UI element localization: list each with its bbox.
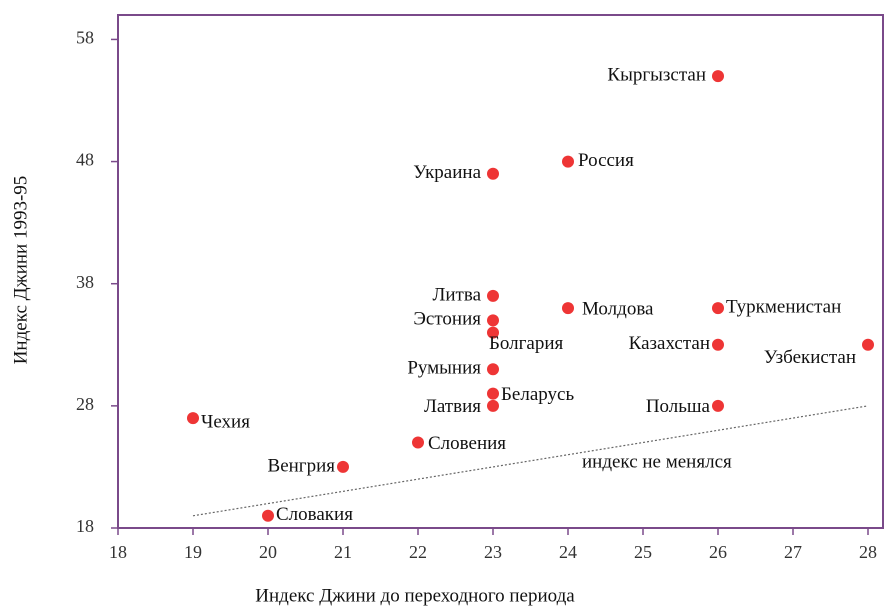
point — [487, 289, 499, 302]
point-label: Кыргызстан — [607, 64, 706, 85]
point-label: Литва — [432, 284, 481, 305]
point — [487, 387, 499, 400]
x-tick-label: 19 — [184, 542, 202, 562]
x-tick-label: 25 — [634, 542, 652, 562]
point — [187, 412, 199, 425]
x-tick-label: 24 — [559, 542, 577, 562]
y-axis-label: Индекс Джини 1993-95 — [10, 176, 31, 365]
point-label: Румыния — [407, 358, 481, 379]
point-label: Эстония — [413, 309, 481, 330]
reference-line — [192, 405, 869, 517]
y-tick-label: 58 — [76, 28, 94, 48]
plot-frame — [117, 14, 884, 529]
point-label: Россия — [578, 150, 634, 171]
point — [562, 302, 574, 315]
point — [487, 363, 499, 376]
x-tick-label: 28 — [859, 542, 877, 562]
point — [712, 302, 724, 315]
point-label: Беларусь — [501, 384, 574, 405]
point — [712, 399, 724, 412]
point-label: Молдова — [582, 299, 654, 320]
x-tick-label: 20 — [259, 542, 277, 562]
point-label: Туркменистан — [726, 297, 841, 318]
point-label: Казахстан — [629, 333, 710, 354]
point-label: Словакия — [276, 504, 353, 525]
y-tick-label: 28 — [76, 394, 94, 414]
point-label: Узбекистан — [764, 347, 856, 368]
point — [862, 338, 874, 351]
x-tick-label: 27 — [784, 542, 802, 562]
point-label: Чехия — [201, 411, 250, 432]
reference-line-label: индекс не менялся — [582, 451, 732, 472]
x-tick-label: 22 — [409, 542, 427, 562]
point — [262, 509, 274, 522]
x-tick-label: 26 — [709, 542, 727, 562]
point-label: Болгария — [489, 333, 564, 354]
point — [412, 436, 424, 449]
point — [562, 155, 574, 168]
x-axis-label: Индекс Джини до переходного периода — [255, 585, 575, 606]
point-label: Украина — [413, 162, 481, 183]
point-label: Латвия — [424, 396, 481, 417]
point — [487, 167, 499, 180]
point-label: Венгрия — [268, 455, 336, 476]
point — [487, 314, 499, 327]
x-tick-label: 21 — [334, 542, 352, 562]
point — [487, 399, 499, 412]
x-tick-label: 18 — [109, 542, 127, 562]
point — [487, 326, 499, 339]
point — [712, 70, 724, 83]
y-tick-label: 38 — [76, 272, 94, 292]
point — [337, 460, 349, 473]
point-label: Словения — [428, 433, 506, 454]
point — [712, 338, 724, 351]
y-tick-label: 48 — [76, 150, 94, 170]
point-label: Польша — [646, 396, 711, 417]
y-tick-label: 18 — [76, 516, 94, 536]
x-tick-label: 23 — [484, 542, 502, 562]
